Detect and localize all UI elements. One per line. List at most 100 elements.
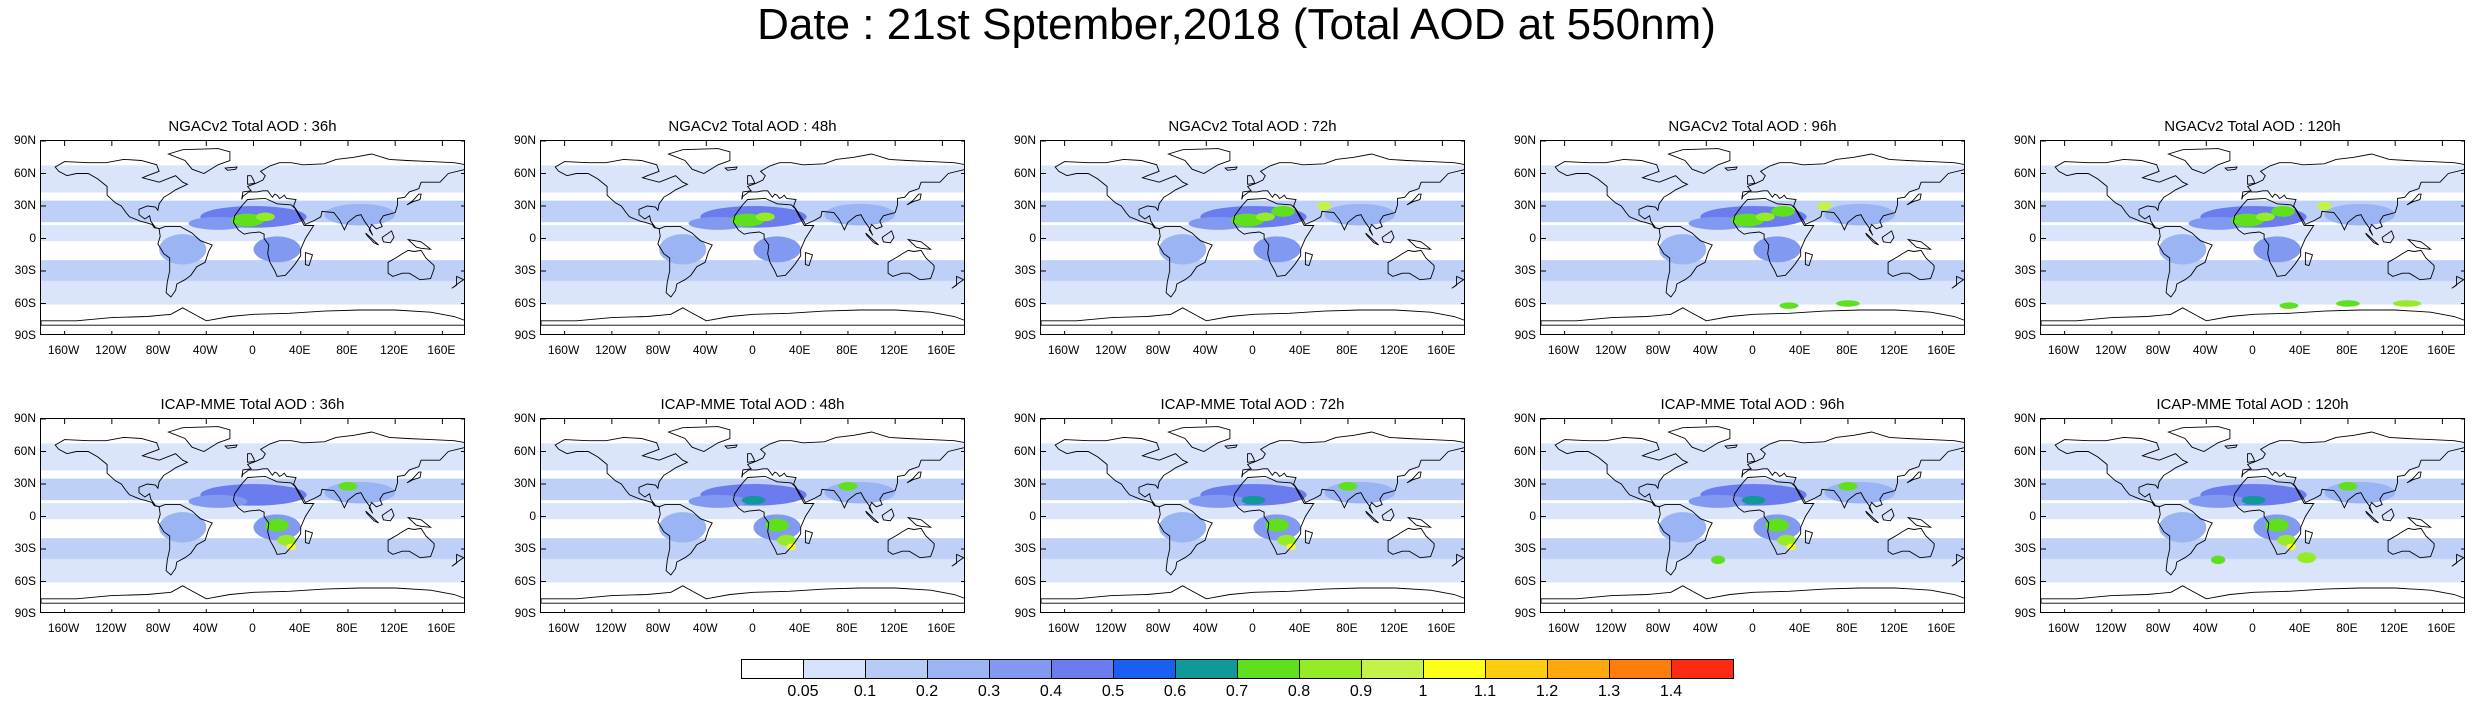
aod-plume: [277, 534, 296, 546]
coastline-madagascar: [2304, 529, 2314, 545]
lon-tick-label: 120E: [1380, 621, 1409, 635]
coastline-newguinea: [2406, 516, 2433, 528]
coastline-namerica: [554, 436, 689, 508]
colorbar-swatch: [865, 659, 928, 679]
aod-plume: [2277, 534, 2296, 546]
lon-tick-label: 0: [749, 343, 756, 357]
coastline-madagascar: [304, 251, 314, 267]
colorbar-swatch: [1237, 659, 1300, 679]
lon-tick-label: 120W: [95, 621, 127, 635]
colorbar-label: 0.6: [1163, 683, 1187, 700]
coastline-borneo: [1881, 508, 1895, 522]
lat-tick-label: 30S: [2014, 541, 2036, 555]
lon-tick-label: 0: [1249, 343, 1256, 357]
lon-tick-label: 40W: [2192, 621, 2218, 635]
aod-plume: [1779, 302, 1799, 309]
aod-background-band: [2041, 280, 2464, 305]
aod-plume: [1338, 481, 1358, 491]
coastline-borneo: [1381, 230, 1395, 244]
lon-tick-label: 0: [2249, 343, 2256, 357]
aod-plume: [2271, 206, 2295, 217]
lat-tick-label: 90S: [2014, 328, 2036, 342]
coastline-samerica: [2157, 226, 2213, 298]
lon-tick-label: 120W: [595, 343, 627, 357]
coastline-sumatra: [2365, 510, 2379, 524]
coastline-iceland: [1224, 166, 1238, 171]
colorbar-label: 0.7: [1225, 683, 1249, 700]
lon-tick-label: 160W: [2047, 343, 2080, 357]
aod-plume: [2241, 495, 2266, 505]
lon-tick-label: 120W: [595, 621, 627, 635]
aod-plume: [1659, 512, 1707, 543]
aod-plume: [2297, 552, 2317, 564]
aod-plume: [1231, 213, 1265, 227]
aod-colorbar: [741, 659, 1734, 679]
coastline-eurasia: [1741, 431, 1964, 514]
aod-background-band: [41, 280, 464, 305]
lon-tick-label: 40W: [1692, 343, 1718, 357]
aod-plume: [1253, 236, 1301, 263]
coastline-africa: [1732, 475, 1815, 555]
lat-tick-label: 0: [29, 508, 36, 523]
aod-plume: [2159, 512, 2207, 543]
coastline-japan: [2406, 471, 2422, 484]
lat-tick-label: 0: [29, 230, 36, 245]
coastline-greenland: [1667, 426, 1731, 452]
lat-tick-label: 60S: [2014, 573, 2036, 588]
coastline-uk: [1247, 175, 1256, 185]
aod-plume: [1159, 512, 1207, 543]
lat-tick-label: 0: [1529, 230, 1536, 245]
coastline-eurasia: [241, 153, 464, 236]
coastline-antarctica: [1541, 307, 1964, 326]
lon-tick-label: 40W: [192, 621, 218, 635]
panel-title: ICAP-MME Total AOD : 120h: [2156, 396, 2349, 413]
coastline-newguinea: [2406, 238, 2433, 250]
aod-plume: [1777, 534, 1796, 546]
coastline-antarctica: [41, 307, 464, 326]
lat-tick-label: 90N: [13, 133, 36, 147]
panel-title: ICAP-MME Total AOD : 36h: [160, 396, 345, 413]
lon-tick-label: 0: [1249, 621, 1256, 635]
coastline-newguinea: [406, 516, 433, 528]
lat-tick-label: 90S: [14, 328, 36, 342]
coastline-uk: [247, 175, 256, 185]
aod-background-band: [541, 558, 964, 583]
coastline-sumatra: [1365, 232, 1379, 246]
coastline-iceland: [1724, 444, 1738, 449]
coastline-madagascar: [1304, 251, 1314, 267]
coastline-nz: [2451, 275, 2464, 289]
coastline-nz: [1451, 275, 1464, 289]
aod-plume: [765, 518, 789, 532]
coastline-newguinea: [1406, 516, 1433, 528]
lon-tick-label: 40E: [2289, 343, 2311, 357]
coastline-namerica: [54, 158, 189, 230]
aod-plume: [688, 494, 748, 508]
lat-tick-label: 30S: [2014, 263, 2036, 277]
lat-tick-label: 60S: [1014, 573, 1036, 588]
aod-plume: [659, 512, 707, 543]
coastline-borneo: [381, 230, 395, 244]
coastline-greenland: [2167, 148, 2231, 174]
aod-plume: [1741, 495, 1766, 505]
coastline-iceland: [224, 166, 238, 171]
lat-tick-label: 30S: [1514, 541, 1536, 555]
aod-plume: [1755, 212, 1775, 222]
figure-title: Date : 21st Sptember,2018 (Total AOD at …: [757, 0, 1716, 49]
aod-background-band: [2041, 558, 2464, 583]
aod-plume: [1659, 234, 1707, 265]
lat-tick-label: 30S: [514, 263, 536, 277]
lat-tick-label: 60N: [13, 443, 36, 458]
lat-tick-label: 90S: [1014, 328, 1036, 342]
coastline-iceland: [2224, 444, 2238, 449]
lon-tick-label: 120E: [880, 621, 909, 635]
lon-tick-label: 0: [1749, 621, 1756, 635]
lat-tick-label: 60N: [513, 165, 536, 180]
coastline-newguinea: [906, 516, 933, 528]
aod-background-band: [1041, 558, 1464, 583]
map-panel-icap-mme-2: [1040, 418, 1465, 613]
aod-plume: [338, 481, 358, 491]
lon-tick-label: 120E: [380, 343, 409, 357]
lat-tick-label: 90N: [2013, 133, 2036, 147]
aod-plume: [1317, 201, 1332, 211]
aod-plume: [2336, 300, 2360, 307]
